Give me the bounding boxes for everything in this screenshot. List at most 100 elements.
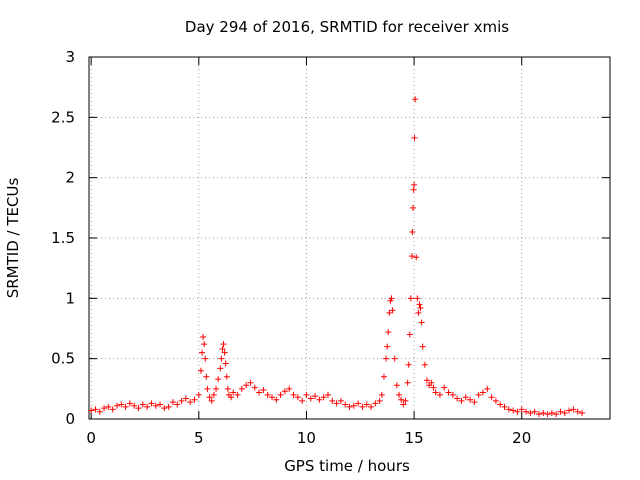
data-point xyxy=(96,408,103,415)
data-point xyxy=(488,394,495,401)
data-point xyxy=(505,406,512,413)
data-point xyxy=(220,341,227,348)
data-point xyxy=(378,391,385,398)
data-point xyxy=(281,388,288,395)
data-point xyxy=(144,403,151,410)
data-point xyxy=(402,397,409,404)
data-point xyxy=(386,309,393,316)
data-point xyxy=(462,394,469,401)
data-point xyxy=(118,401,125,408)
data-point xyxy=(148,400,155,407)
data-point xyxy=(299,397,306,404)
y-tick-label: 2 xyxy=(65,169,75,187)
y-tick-label: 2.5 xyxy=(51,108,75,126)
data-point xyxy=(414,295,421,302)
data-point xyxy=(400,401,407,408)
data-point xyxy=(535,411,542,418)
data-point xyxy=(471,399,478,406)
data-point xyxy=(234,391,241,398)
data-point xyxy=(388,295,395,302)
data-point xyxy=(405,361,412,368)
data-point xyxy=(152,402,159,409)
grid-lines xyxy=(89,57,610,419)
data-point xyxy=(294,394,301,401)
data-point xyxy=(363,401,370,408)
data-point xyxy=(561,409,568,416)
data-point xyxy=(101,405,108,412)
data-point xyxy=(342,401,349,408)
x-tick-label: 15 xyxy=(405,429,424,447)
data-point xyxy=(445,389,452,396)
data-point xyxy=(247,379,254,386)
y-tick-label: 0 xyxy=(65,410,75,428)
data-point xyxy=(372,400,379,407)
data-point xyxy=(411,134,418,141)
data-point xyxy=(436,391,443,398)
data-point xyxy=(531,408,538,415)
data-point xyxy=(404,379,411,386)
data-point xyxy=(92,406,99,413)
data-point xyxy=(122,403,129,410)
y-tick-label: 3 xyxy=(65,48,75,66)
data-point xyxy=(215,376,222,383)
data-point xyxy=(384,343,391,350)
data-point xyxy=(251,384,258,391)
data-point xyxy=(412,96,419,103)
data-point xyxy=(165,403,172,410)
data-point xyxy=(208,397,215,404)
data-point xyxy=(187,399,194,406)
data-point xyxy=(195,391,202,398)
y-tick-label: 1 xyxy=(65,289,75,307)
data-point xyxy=(213,385,220,392)
data-point xyxy=(410,204,417,211)
data-point xyxy=(203,373,210,380)
data-point xyxy=(383,355,390,362)
data-point xyxy=(553,411,560,418)
data-point xyxy=(409,228,416,235)
data-point xyxy=(329,397,336,404)
data-point xyxy=(419,343,426,350)
data-point xyxy=(475,391,482,398)
data-point xyxy=(223,373,230,380)
data-point xyxy=(161,405,168,412)
data-point xyxy=(407,295,414,302)
data-point xyxy=(421,361,428,368)
data-point xyxy=(126,400,133,407)
data-point xyxy=(350,402,357,409)
data-point xyxy=(484,385,491,392)
data-point xyxy=(197,367,204,374)
data-point xyxy=(221,349,228,356)
data-point xyxy=(413,254,420,261)
data-point xyxy=(416,301,423,308)
data-point xyxy=(458,397,465,404)
data-point xyxy=(368,403,375,410)
data-point xyxy=(523,408,530,415)
data-point xyxy=(570,406,577,413)
data-point xyxy=(169,399,176,406)
data-point xyxy=(312,393,319,400)
data-points xyxy=(88,96,586,418)
data-point xyxy=(303,391,310,398)
data-point xyxy=(256,389,263,396)
x-tick-label: 5 xyxy=(194,429,204,447)
data-point xyxy=(510,407,517,414)
data-point xyxy=(432,389,439,396)
y-tick-label: 1.5 xyxy=(51,229,75,247)
data-point xyxy=(385,329,392,336)
data-point xyxy=(389,307,396,314)
y-tick-labels: 0 0.5 1 1.5 2 2.5 3 xyxy=(51,48,75,428)
data-point xyxy=(139,401,146,408)
data-point xyxy=(415,309,422,316)
y-axis-title: SRMTID / TECUs xyxy=(4,178,22,299)
data-point xyxy=(380,373,387,380)
data-point xyxy=(286,385,293,392)
data-point xyxy=(411,181,418,188)
data-point xyxy=(408,253,415,260)
data-point xyxy=(449,391,456,398)
data-point xyxy=(497,401,504,408)
data-point xyxy=(391,355,398,362)
data-point xyxy=(566,407,573,414)
data-point xyxy=(518,406,525,413)
data-point xyxy=(467,396,474,403)
